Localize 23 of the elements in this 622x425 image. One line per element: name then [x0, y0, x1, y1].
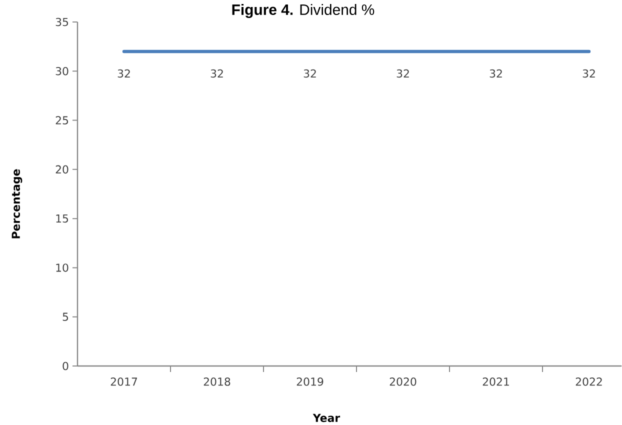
x-axis-title: Year — [312, 414, 340, 422]
x-tick-label: 2018 — [204, 378, 230, 386]
y-tick-label: 0 — [62, 362, 68, 370]
y-tick-label: 15 — [56, 214, 68, 223]
data-label: 32 — [396, 69, 409, 78]
x-tick-label: 2022 — [576, 378, 602, 386]
x-tick-label: 2017 — [110, 378, 138, 386]
x-tick-label: 2021 — [482, 378, 509, 386]
y-tick-label: 30 — [56, 67, 68, 76]
x-tick-label: 2019 — [296, 378, 324, 386]
y-axis-title: Percentage — [12, 169, 22, 238]
y-tick-label: 25 — [56, 116, 68, 124]
chart-title: Figure 4. Dividend % — [232, 4, 374, 18]
x-tick-label: 2020 — [390, 378, 416, 386]
data-label: 32 — [210, 69, 223, 78]
y-tick-label: 20 — [56, 165, 68, 174]
data-label: 32 — [118, 69, 130, 78]
y-tick-label: 35 — [56, 18, 68, 26]
y-tick-label: 5 — [62, 312, 68, 321]
y-tick-label: 10 — [56, 264, 68, 272]
data-label: 32 — [490, 69, 502, 78]
data-label: 32 — [304, 69, 316, 78]
data-label: 32 — [582, 69, 595, 78]
